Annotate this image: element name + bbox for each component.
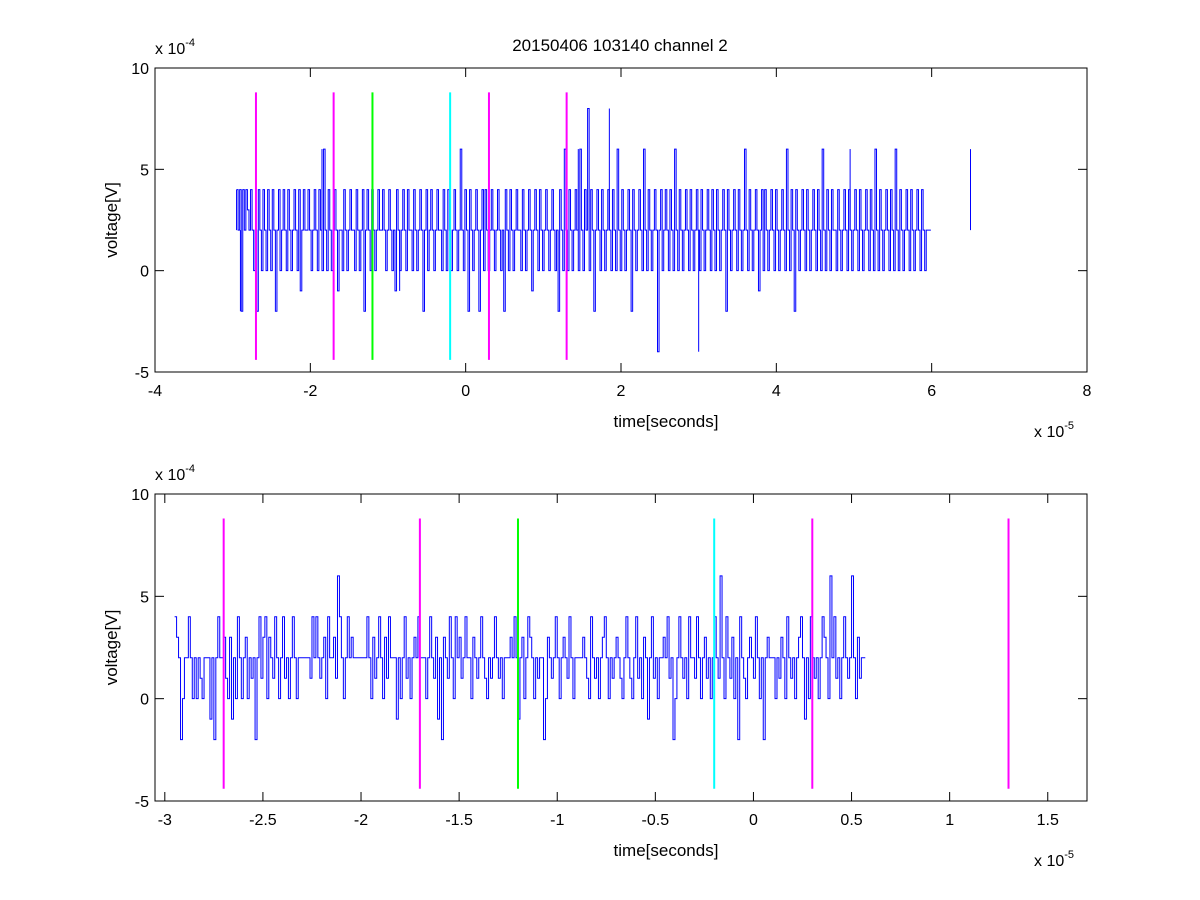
x-tick-label: -4 bbox=[148, 383, 162, 400]
y-tick-label: 10 bbox=[131, 61, 149, 78]
x-tick-label: 0 bbox=[749, 812, 758, 829]
x-exponent-base: x 10 bbox=[1034, 424, 1064, 441]
x-tick-label: 1 bbox=[945, 812, 954, 829]
y-tick-label: 5 bbox=[140, 162, 149, 179]
x-tick-label: -2 bbox=[354, 812, 368, 829]
x-tick-label: 1.5 bbox=[1037, 812, 1059, 829]
x-exponent-base: x 10 bbox=[1034, 853, 1064, 870]
y-exponent-base: x 10 bbox=[155, 41, 185, 58]
x-tick-label: -2.5 bbox=[249, 812, 277, 829]
axes-box bbox=[154, 493, 1088, 802]
y-exponent-label: x 10-4 bbox=[155, 463, 195, 484]
x-tick-label: 4 bbox=[772, 383, 781, 400]
x-tick-label: 6 bbox=[927, 383, 936, 400]
x-exponent-power: -5 bbox=[1064, 420, 1074, 432]
y-tick-label: 0 bbox=[140, 692, 149, 709]
x-tick-label: 0.5 bbox=[840, 812, 862, 829]
x-axis-label: time[seconds] bbox=[614, 841, 719, 860]
x-tick-label: -3 bbox=[158, 812, 172, 829]
x-tick-label: -1 bbox=[550, 812, 564, 829]
signal-series-line bbox=[174, 575, 866, 741]
y-exponent-base: x 10 bbox=[155, 467, 185, 484]
x-tick-label: -2 bbox=[303, 383, 317, 400]
x-exponent-label: x 10-5 bbox=[1034, 849, 1074, 870]
y-exponent-label: x 10-4 bbox=[155, 37, 195, 58]
x-tick-label: -1.5 bbox=[445, 812, 473, 829]
y-exponent-power: -4 bbox=[185, 37, 195, 49]
y-exponent-power: -4 bbox=[185, 463, 195, 475]
x-exponent-power: -5 bbox=[1064, 849, 1074, 861]
y-axis-label: voltage[V] bbox=[102, 610, 121, 686]
plot-area bbox=[155, 494, 1087, 801]
y-tick-label: 10 bbox=[131, 487, 149, 504]
x-tick-label: 0 bbox=[461, 383, 470, 400]
plot-area bbox=[155, 68, 1087, 372]
y-tick-label: -5 bbox=[135, 794, 149, 811]
y-tick-label: 5 bbox=[140, 589, 149, 606]
x-tick-label: 2 bbox=[617, 383, 626, 400]
x-exponent-label: x 10-5 bbox=[1034, 420, 1074, 441]
x-axis-label: time[seconds] bbox=[614, 412, 719, 431]
figure-title: 20150406 103140 channel 2 bbox=[512, 36, 728, 55]
signal-series-line bbox=[236, 108, 931, 353]
x-tick-label: -0.5 bbox=[642, 812, 670, 829]
y-axis-label: voltage[V] bbox=[102, 182, 121, 258]
x-tick-label: 8 bbox=[1083, 383, 1092, 400]
y-tick-label: 0 bbox=[140, 264, 149, 281]
y-tick-label: -5 bbox=[135, 365, 149, 382]
